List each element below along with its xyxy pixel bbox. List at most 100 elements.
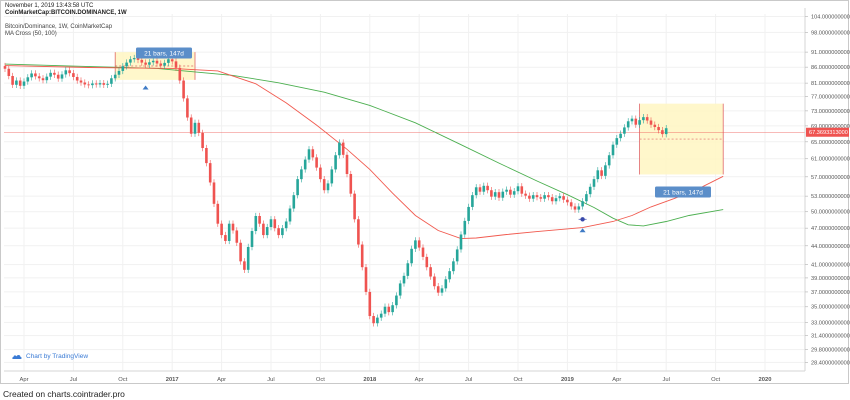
candle-body xyxy=(18,80,22,86)
price-axis-label: 47.0000000000 xyxy=(811,226,850,232)
price-axis-label: 31.4000000000 xyxy=(811,334,850,340)
candle-body xyxy=(79,80,83,83)
candle-body xyxy=(391,305,394,313)
legend-series-title[interactable]: Bitcoin/Dominance, 1W, CoinMarketCap xyxy=(5,24,113,30)
candle-body xyxy=(478,187,482,192)
candle-body xyxy=(452,261,455,272)
candle-body xyxy=(664,128,668,135)
candle-body xyxy=(554,198,558,202)
price-axis-label: 104.0000000000 xyxy=(811,15,850,21)
candle-body xyxy=(661,130,664,135)
candle-body xyxy=(129,59,132,63)
candle-body xyxy=(167,59,170,63)
candle-body xyxy=(402,275,406,284)
candle-body xyxy=(136,58,140,60)
candle-body xyxy=(224,235,227,241)
candle-body xyxy=(638,120,641,125)
candle-body xyxy=(113,74,117,79)
candle-body xyxy=(22,81,26,86)
price-axis-label: 39.0000000000 xyxy=(811,276,850,282)
candle-body xyxy=(360,244,364,268)
candle-body xyxy=(281,228,284,236)
candle-body xyxy=(429,267,432,277)
candle-body xyxy=(368,291,372,317)
candle-body xyxy=(615,138,619,145)
candle-body xyxy=(600,170,603,176)
price-axis-label: 77.0000000000 xyxy=(811,95,850,101)
candle-body xyxy=(284,221,288,229)
price-axis-label: 98.0000000000 xyxy=(811,30,850,36)
candle-body xyxy=(645,117,649,121)
candle-body xyxy=(395,295,398,306)
candle-body xyxy=(254,215,258,232)
candle-body xyxy=(353,193,356,220)
candle-body xyxy=(262,223,265,236)
candle-body xyxy=(642,117,645,121)
candle-body xyxy=(3,66,7,69)
candle-body xyxy=(193,122,197,134)
candle-body xyxy=(106,83,109,85)
candle-body xyxy=(357,219,360,245)
candle-body xyxy=(455,249,459,262)
candle-body xyxy=(326,183,330,191)
candle-body xyxy=(311,149,315,158)
candle-body xyxy=(11,76,14,85)
candle-body xyxy=(596,170,600,180)
candle-body xyxy=(509,189,512,195)
candle-body xyxy=(649,120,653,125)
date-range-label: 21 bars, 147d xyxy=(663,189,703,196)
candle-body xyxy=(330,169,334,184)
candle-body xyxy=(26,77,30,82)
candle-body xyxy=(626,121,630,128)
candle-body xyxy=(315,157,318,168)
candle-body xyxy=(140,59,144,63)
time-axis-label: Jul xyxy=(267,377,274,383)
candle-body xyxy=(604,165,607,176)
candle-body xyxy=(94,83,98,85)
candle-body xyxy=(288,208,292,222)
price-axis-label: 61.0000000000 xyxy=(811,157,850,163)
candle-body xyxy=(75,76,79,81)
price-axis-label: 35.0000000000 xyxy=(811,305,850,311)
candle-body xyxy=(512,191,516,195)
candle-body xyxy=(319,167,322,180)
candle-body xyxy=(417,240,421,248)
candle-body xyxy=(170,59,174,62)
candle-body xyxy=(98,83,102,85)
candle-body xyxy=(41,78,45,81)
candle-body xyxy=(406,263,410,276)
candle-body xyxy=(490,190,493,197)
tradingview-badge[interactable]: Chart by TradingView xyxy=(12,353,88,360)
candle-body xyxy=(387,306,391,313)
candle-body xyxy=(585,194,588,202)
signal-arrow-icon xyxy=(579,228,586,233)
price-axis-label: 69.0000000000 xyxy=(811,124,850,130)
candle-body xyxy=(235,230,239,243)
candle-body xyxy=(307,149,311,160)
candle-body xyxy=(174,61,178,68)
price-axis-label: 86.0000000000 xyxy=(811,65,850,71)
candle-body xyxy=(474,187,478,196)
candle-body xyxy=(121,66,125,71)
time-axis-label: Oct xyxy=(711,377,720,383)
candle-body xyxy=(239,242,242,262)
candle-body xyxy=(588,186,592,195)
chart-timestamp: November 1, 2019 13:43:58 UTC xyxy=(5,3,94,9)
candle-body xyxy=(524,193,527,196)
tradingview-badge-label: Chart by TradingView xyxy=(26,353,89,360)
legend-indicator[interactable]: MA Cross (50, 100) xyxy=(5,31,57,37)
candle-body xyxy=(592,179,596,187)
candle-body xyxy=(334,155,337,170)
candle-body xyxy=(300,169,303,180)
price-axis-label: 57.0000000000 xyxy=(811,175,850,181)
candle-body xyxy=(151,60,155,63)
candle-body xyxy=(581,201,584,207)
price-axis-label: 53.0000000000 xyxy=(811,194,850,200)
candle-body xyxy=(562,196,565,200)
candle-body xyxy=(7,68,11,77)
candle-body xyxy=(550,197,554,202)
candle-body xyxy=(379,313,383,318)
candle-body xyxy=(15,80,18,85)
tradingview-cloud-icon xyxy=(12,355,22,359)
